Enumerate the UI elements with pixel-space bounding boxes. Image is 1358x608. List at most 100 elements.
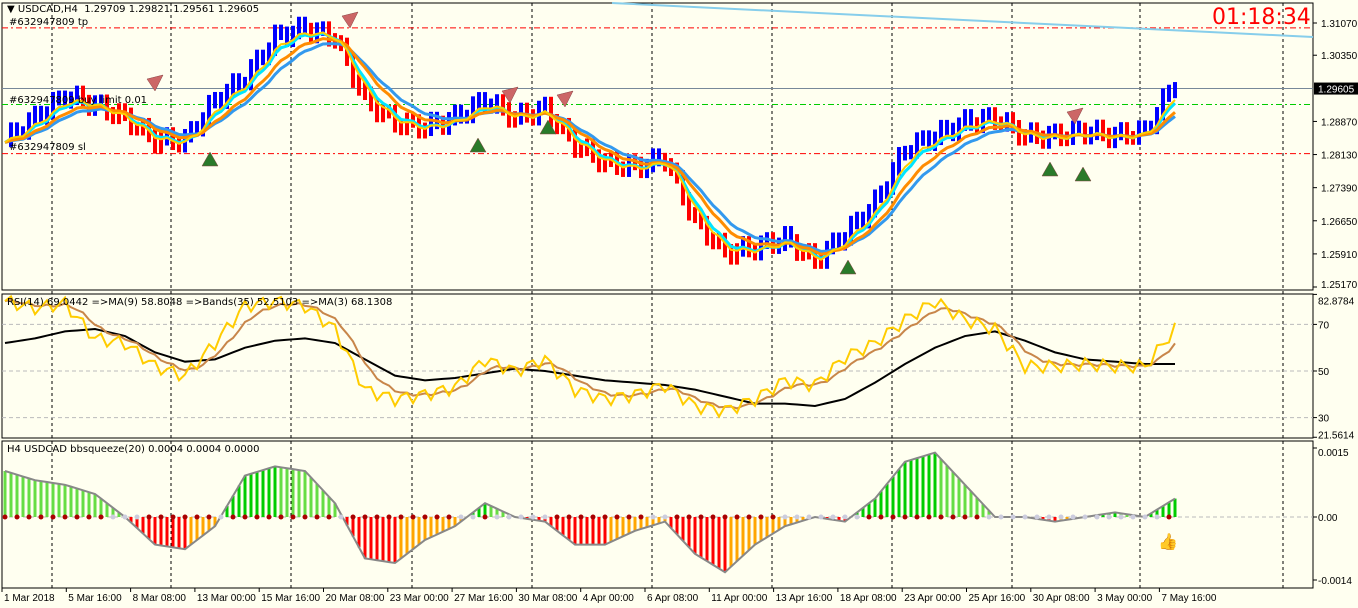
bear-bar [525, 102, 529, 123]
bull-bar [933, 131, 937, 151]
bear-bar [153, 128, 157, 154]
bull-bar [285, 26, 289, 48]
squeeze-off-dot [662, 514, 668, 520]
bear-bar [381, 104, 385, 123]
bear-bar [621, 161, 625, 177]
bear-bar [357, 74, 361, 96]
squeeze-on-dot [626, 514, 632, 520]
bull-bar [33, 105, 37, 126]
squeeze-off-dot [854, 514, 860, 520]
bear-bar [693, 207, 697, 224]
squeeze-off-dot [1154, 514, 1160, 520]
squeeze-off-dot [458, 514, 464, 520]
squeeze-on-dot [926, 514, 932, 520]
bear-bar [819, 255, 823, 269]
countdown-clock: 01:18:34 [1212, 5, 1311, 30]
sell-arrow-icon [1066, 107, 1084, 125]
bull-bar [477, 92, 481, 110]
bull-bar [843, 232, 847, 251]
rsi-tick-label: 82.8784 [1318, 296, 1355, 307]
squeeze-on-dot [170, 514, 176, 520]
bull-bar [855, 211, 859, 230]
bear-bar [801, 246, 805, 261]
bull-bar [897, 147, 901, 176]
price-tick-label: 1.26650 [1321, 217, 1358, 228]
bull-bar [885, 181, 889, 199]
squeeze-off-dot [338, 514, 344, 520]
bull-bar [255, 49, 259, 73]
bear-bar [423, 122, 427, 139]
bear-bar [681, 170, 685, 206]
squeeze-outline [4, 451, 1176, 574]
bull-bar [45, 106, 49, 125]
squeeze-on-dot [1166, 514, 1172, 520]
squeeze-off-dot [1046, 514, 1052, 520]
squeeze-on-dot [434, 514, 440, 520]
tp-label: #632947809 tp [9, 17, 89, 28]
bear-bar [1101, 119, 1105, 142]
dropdown-icon[interactable]: ▼ [7, 4, 18, 15]
squeeze-off-dot [110, 514, 116, 520]
squeeze-on-dot [146, 514, 152, 520]
bear-bar [717, 232, 721, 250]
rsi-tick-label: 50 [1318, 367, 1330, 378]
bull-bar [1149, 120, 1153, 135]
time-tick-label: 23 Apr 00:00 [904, 593, 961, 604]
squeeze-off-dot [794, 514, 800, 520]
current-price-box [1314, 82, 1358, 95]
bull-bar [15, 122, 19, 140]
current-price-label: 1.29605 [1318, 85, 1355, 96]
squeeze-off-dot [470, 514, 476, 520]
squeeze-off-dot [134, 514, 140, 520]
bull-bar [783, 226, 787, 252]
thumbs-up-icon: 👍 [1158, 532, 1178, 551]
bull-bar [957, 117, 961, 142]
buy-arrow-icon [469, 137, 487, 153]
squeeze-on-dot [638, 514, 644, 520]
squeeze-on-dot [566, 514, 572, 520]
squeeze-on-dot [674, 514, 680, 520]
bull-bar [1155, 107, 1159, 135]
buy-limit-label: #632947809 buy limit 0.01 [9, 95, 148, 106]
bear-bar [585, 138, 589, 157]
bear-bar [375, 97, 379, 123]
squeeze-off-dot [998, 514, 1004, 520]
bull-bar [879, 185, 883, 203]
time-tick-label: 4 Apr 00:00 [583, 593, 635, 604]
bear-bar [405, 112, 409, 136]
bear-bar [363, 82, 367, 100]
bull-bar [915, 132, 919, 159]
bull-bar [495, 94, 499, 114]
bear-bar [729, 244, 733, 265]
time-tick-label: 8 Mar 08:00 [133, 593, 187, 604]
squeeze-off-dot [1010, 514, 1016, 520]
bear-bar [771, 232, 775, 254]
squeeze-on-dot [182, 514, 188, 520]
squeeze-on-dot [350, 514, 356, 520]
squeeze-on-dot [770, 514, 776, 520]
price-tick-label: 1.30350 [1321, 51, 1358, 62]
time-tick-label: 30 Mar 08:00 [518, 593, 577, 604]
squeeze-on-dot [302, 514, 308, 520]
bull-bar [471, 96, 475, 124]
bull-bar [321, 21, 325, 36]
squeeze-on-dot [602, 514, 608, 520]
squeeze-on-dot [890, 514, 896, 520]
bear-bar [387, 104, 391, 119]
squeeze-on-dot [722, 514, 728, 520]
squeeze-on-dot [38, 514, 44, 520]
bull-bar [21, 126, 25, 140]
bull-bar [939, 119, 943, 146]
bull-bar [891, 162, 895, 195]
squeeze-off-dot [986, 514, 992, 520]
bear-bar [1011, 112, 1015, 134]
squeeze-on-dot [266, 514, 272, 520]
squeeze-on-dot [14, 514, 20, 520]
bull-bar [75, 85, 79, 105]
bear-bar [1083, 122, 1087, 145]
bull-bar [861, 211, 865, 229]
squeeze-off-dot [518, 514, 524, 520]
bull-bar [1143, 120, 1147, 135]
